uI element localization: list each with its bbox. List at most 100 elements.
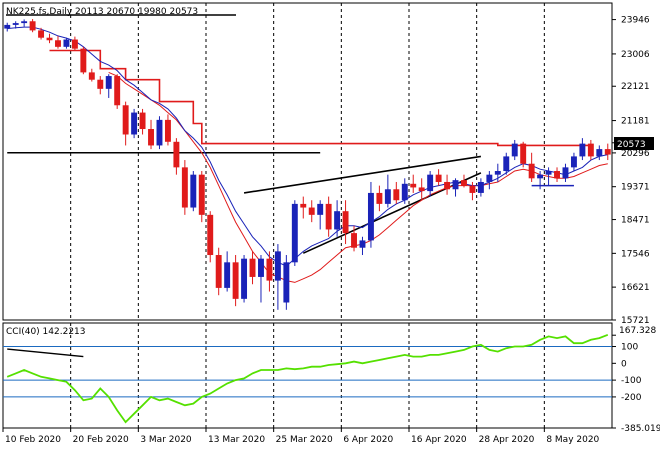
candle-body bbox=[562, 167, 569, 179]
candle-body bbox=[351, 233, 357, 248]
y-tick-label: 15721 bbox=[621, 316, 650, 326]
x-tick-label: 25 Mar 2020 bbox=[276, 435, 333, 445]
cci-tag: 167.328 bbox=[619, 326, 656, 336]
x-tick-label: 6 Apr 2020 bbox=[343, 435, 393, 445]
candle-body bbox=[164, 119, 171, 142]
candle-body bbox=[29, 21, 36, 31]
candle-body bbox=[520, 143, 527, 164]
candle-body bbox=[38, 30, 45, 38]
candle-body bbox=[274, 251, 281, 281]
y-tick-label: 17546 bbox=[621, 249, 650, 259]
resistance-step-line bbox=[49, 49, 591, 147]
cci-y-tick-label: -100 bbox=[621, 376, 642, 386]
candle-body bbox=[342, 211, 349, 234]
candle-body bbox=[258, 258, 264, 277]
candle-body bbox=[511, 143, 518, 157]
candle-body bbox=[494, 171, 501, 175]
x-tick-label: 3 Mar 2020 bbox=[140, 435, 192, 445]
candle-body bbox=[241, 258, 248, 299]
candle-body bbox=[367, 192, 374, 241]
candle-body bbox=[148, 129, 154, 146]
cci-y-tick-label: -385.019 bbox=[621, 424, 660, 434]
candle-body bbox=[173, 141, 180, 168]
cci-line bbox=[6, 333, 609, 424]
candle-body bbox=[88, 72, 95, 80]
candle-body bbox=[46, 37, 53, 41]
candle-body bbox=[435, 174, 442, 182]
cci-panel: 100 0 -100 -200 -385.019 bbox=[2, 322, 660, 434]
candle-body bbox=[21, 21, 28, 24]
candle-body bbox=[503, 156, 510, 172]
candle-body bbox=[554, 171, 560, 179]
price-panel: 23946 23006 22121 21181 20296 19371 18471 17546… bbox=[2, 2, 650, 326]
fast-moving-average bbox=[7, 26, 608, 267]
x-tick-label: 28 Apr 2020 bbox=[479, 435, 535, 445]
candle-body bbox=[452, 180, 459, 190]
candle-body bbox=[80, 48, 87, 73]
candle-body bbox=[418, 187, 425, 192]
candle-body bbox=[461, 180, 467, 186]
candle-body bbox=[215, 255, 222, 288]
price-tag: 20573 bbox=[614, 137, 654, 150]
price-frame bbox=[2, 2, 613, 321]
x-axis: 10 Feb 2020 20 Feb 2020 3 Mar 2020 13 Mar 2… bbox=[2, 428, 600, 445]
candle-body bbox=[283, 262, 290, 303]
candle-body bbox=[308, 207, 315, 215]
cci-y-tick-label: -200 bbox=[621, 393, 642, 403]
candle-body bbox=[545, 171, 552, 175]
candle-body bbox=[114, 76, 121, 106]
candle-body bbox=[156, 119, 163, 146]
candle-body bbox=[596, 149, 603, 157]
candle-body bbox=[427, 174, 434, 192]
slow-moving-average bbox=[108, 71, 608, 283]
cci-tag-label: 167.328 bbox=[619, 326, 656, 336]
candle-body bbox=[537, 174, 544, 179]
x-tick-label: 13 Mar 2020 bbox=[208, 435, 265, 445]
trendline bbox=[243, 155, 482, 194]
candle-body bbox=[486, 174, 493, 182]
y-tick-label: 21181 bbox=[621, 117, 650, 127]
candle-body bbox=[12, 23, 19, 25]
candle-body bbox=[55, 40, 61, 47]
candle-body bbox=[291, 203, 298, 263]
y-tick-label: 23006 bbox=[621, 50, 650, 60]
candle-body bbox=[122, 105, 129, 135]
candle-body bbox=[570, 156, 577, 168]
candle-body bbox=[579, 143, 586, 157]
candle-body bbox=[190, 174, 197, 208]
candle-body bbox=[393, 189, 400, 201]
x-tick-label: 8 May 2020 bbox=[546, 435, 599, 445]
candle-body bbox=[131, 112, 138, 135]
candle-body bbox=[224, 262, 231, 288]
cci-y-tick-label: 100 bbox=[621, 343, 638, 353]
price-tag-label: 20573 bbox=[617, 140, 646, 150]
x-tick-label: 20 Feb 2020 bbox=[73, 435, 129, 445]
candle-body bbox=[477, 181, 484, 193]
y-tick-label: 19371 bbox=[621, 183, 650, 193]
chart-title: NK225.fs,Daily 20113 20670 19980 20573 bbox=[6, 7, 198, 17]
candle-body bbox=[604, 149, 611, 155]
candle-body bbox=[384, 189, 391, 204]
candle-body bbox=[207, 214, 214, 256]
candle-body bbox=[181, 167, 188, 208]
candle-body bbox=[444, 181, 451, 190]
y-tick-label: 16621 bbox=[621, 283, 650, 293]
x-tick-label: 10 Feb 2020 bbox=[5, 435, 61, 445]
candle-body bbox=[587, 143, 594, 157]
candle-body bbox=[376, 192, 383, 204]
cci-title: CCI(40) 142.2213 bbox=[6, 327, 86, 337]
candle-body bbox=[469, 185, 476, 193]
y-tick-label: 22121 bbox=[621, 82, 650, 92]
y-tick-label: 18471 bbox=[621, 216, 650, 226]
candle-body bbox=[4, 24, 11, 29]
candle-body bbox=[97, 79, 104, 89]
cci-trendline bbox=[7, 348, 84, 358]
candle-body bbox=[401, 183, 408, 201]
candle-body bbox=[528, 163, 535, 179]
candle-body bbox=[198, 174, 205, 215]
candle-body bbox=[249, 258, 256, 277]
candle-body bbox=[105, 76, 112, 89]
candle-body bbox=[359, 240, 366, 248]
candle-body bbox=[334, 211, 341, 230]
